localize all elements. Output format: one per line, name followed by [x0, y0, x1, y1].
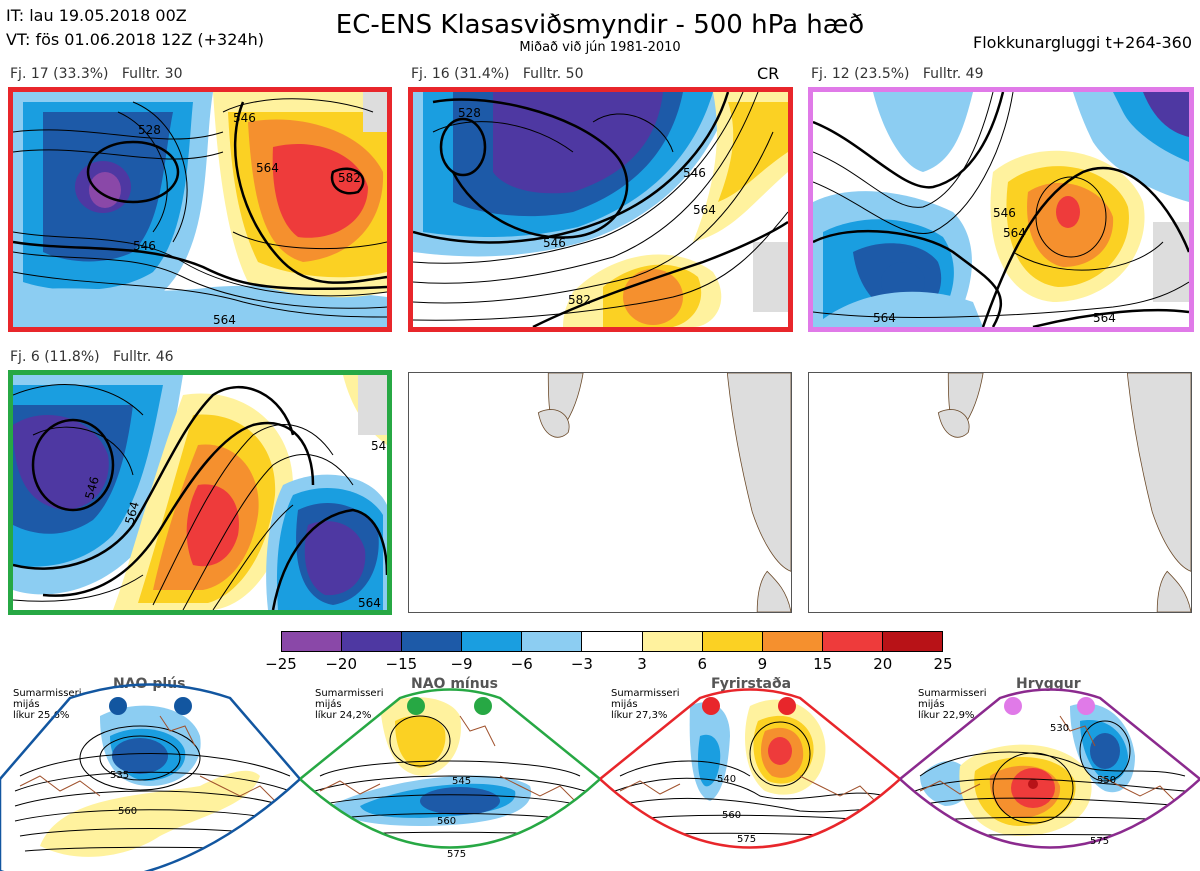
regime-3-note: Sumarmisseri mijás líkur 27,3%	[611, 688, 680, 721]
contour-label: 546	[82, 475, 101, 501]
colorbar-tick-label: −15	[385, 655, 418, 673]
classification-window: Flokkunargluggi t+264-360	[973, 33, 1192, 52]
colorbar-tick-label: 25	[933, 655, 953, 673]
contour-label: 582	[338, 171, 361, 185]
contour-label: 560	[722, 810, 741, 821]
contour-label: 540	[717, 774, 736, 785]
contour-label: 564	[213, 313, 236, 327]
regime-map-nao-plus: 535 560	[0, 676, 300, 871]
contour-label: 575	[447, 849, 466, 860]
cluster-map-4: 546 564 546 564	[8, 370, 392, 615]
contour-label: 546	[233, 111, 256, 125]
regime-2-note: Sumarmisseri mijás líkur 24,2%	[315, 688, 384, 721]
colorbar-tick-label: −20	[325, 655, 357, 673]
contour-label: 545	[452, 776, 471, 787]
regime-map-nao-minus: 545 560 575	[300, 676, 600, 871]
colorbar-swatch	[342, 632, 403, 651]
contour-label: 546	[683, 166, 706, 180]
panel-3-label: Fj. 12 (23.5%) Fulltr. 49	[811, 66, 984, 82]
colorbar-swatch	[822, 632, 883, 651]
colorbar-swatch	[642, 632, 703, 651]
contour-label: 546	[543, 236, 566, 250]
regime-map-ridge: 530 550 575	[900, 676, 1200, 871]
colorbar-tick-label: 9	[757, 655, 768, 673]
panel-1-label: Fj. 17 (33.3%) Fulltr. 30	[10, 66, 183, 82]
contour-label: 564	[873, 311, 896, 325]
contour-label: 550	[1097, 775, 1116, 786]
cluster-map-3: 546 564 564 564	[808, 87, 1194, 332]
colorbar-tick-label: 20	[873, 655, 893, 673]
empty-map-6	[808, 372, 1192, 613]
contour-label: 575	[1090, 836, 1109, 847]
contour-label: 560	[437, 816, 456, 827]
panel-2-label: Fj. 16 (31.4%) Fulltr. 50	[411, 66, 584, 82]
cluster-map-2: 528 546 564 546 582	[408, 87, 793, 332]
colorbar-swatch	[462, 632, 523, 651]
contour-label: 530	[1050, 723, 1069, 734]
contour-label: 564	[122, 500, 141, 526]
colorbar-swatch	[522, 632, 583, 651]
colorbar-tick-label: −9	[450, 655, 473, 673]
contour-label: 546	[371, 439, 387, 453]
regime-map-blocking: 540 560 575	[600, 676, 900, 871]
contour-label: 560	[118, 806, 137, 817]
panel-2-badge: CR	[757, 64, 780, 83]
regime-4-title: Hryggur	[1016, 676, 1081, 692]
anomaly-colorbar	[281, 631, 943, 652]
colorbar-tick-label: 6	[697, 655, 708, 673]
regime-3-title: Fyrirstaða	[711, 676, 792, 692]
colorbar-swatch	[702, 632, 763, 651]
colorbar-swatch	[882, 632, 943, 651]
contour-label: 582	[568, 293, 591, 307]
colorbar-tick-label: −6	[510, 655, 533, 673]
contour-label: 575	[737, 834, 756, 845]
contour-label: 564	[1093, 311, 1116, 325]
contour-label: 564	[693, 203, 716, 217]
contour-label: 528	[138, 123, 161, 137]
contour-label: 546	[133, 239, 156, 253]
panel-4-label: Fj. 6 (11.8%) Fulltr. 46	[10, 349, 174, 365]
cluster-map-1: 528 546 564 582 546 564	[8, 87, 392, 332]
colorbar-swatch	[402, 632, 463, 651]
regime-1-note: Sumarmisseri mijás líkur 25,6%	[13, 688, 82, 721]
colorbar-swatch	[582, 632, 643, 651]
valid-time: VT: fös 01.06.2018 12Z (+324h)	[6, 30, 264, 49]
init-time: IT: lau 19.05.2018 00Z	[6, 6, 187, 25]
empty-map-5	[408, 372, 792, 613]
contour-label: 528	[458, 106, 481, 120]
colorbar-swatch	[762, 632, 823, 651]
colorbar-tick-label: 3	[637, 655, 647, 673]
contour-label: 564	[256, 161, 279, 175]
contour-label: 546	[993, 206, 1016, 220]
regime-2-title: NAO mínus	[411, 676, 498, 692]
page-title: EC-ENS Klasasviðsmyndir - 500 hPa hæð	[335, 10, 865, 40]
contour-label: 564	[1003, 226, 1026, 240]
climatology-subtitle: Miðað við jún 1981-2010	[519, 40, 681, 55]
regime-4-note: Sumarmisseri mijás líkur 22,9%	[918, 688, 987, 721]
colorbar-swatch	[282, 632, 343, 651]
contour-label: 535	[110, 770, 129, 781]
contour-label: 564	[358, 596, 381, 610]
colorbar-tick-label: −3	[570, 655, 593, 673]
colorbar-tick-label: −25	[265, 655, 297, 673]
colorbar-tick-label: 15	[813, 655, 833, 673]
